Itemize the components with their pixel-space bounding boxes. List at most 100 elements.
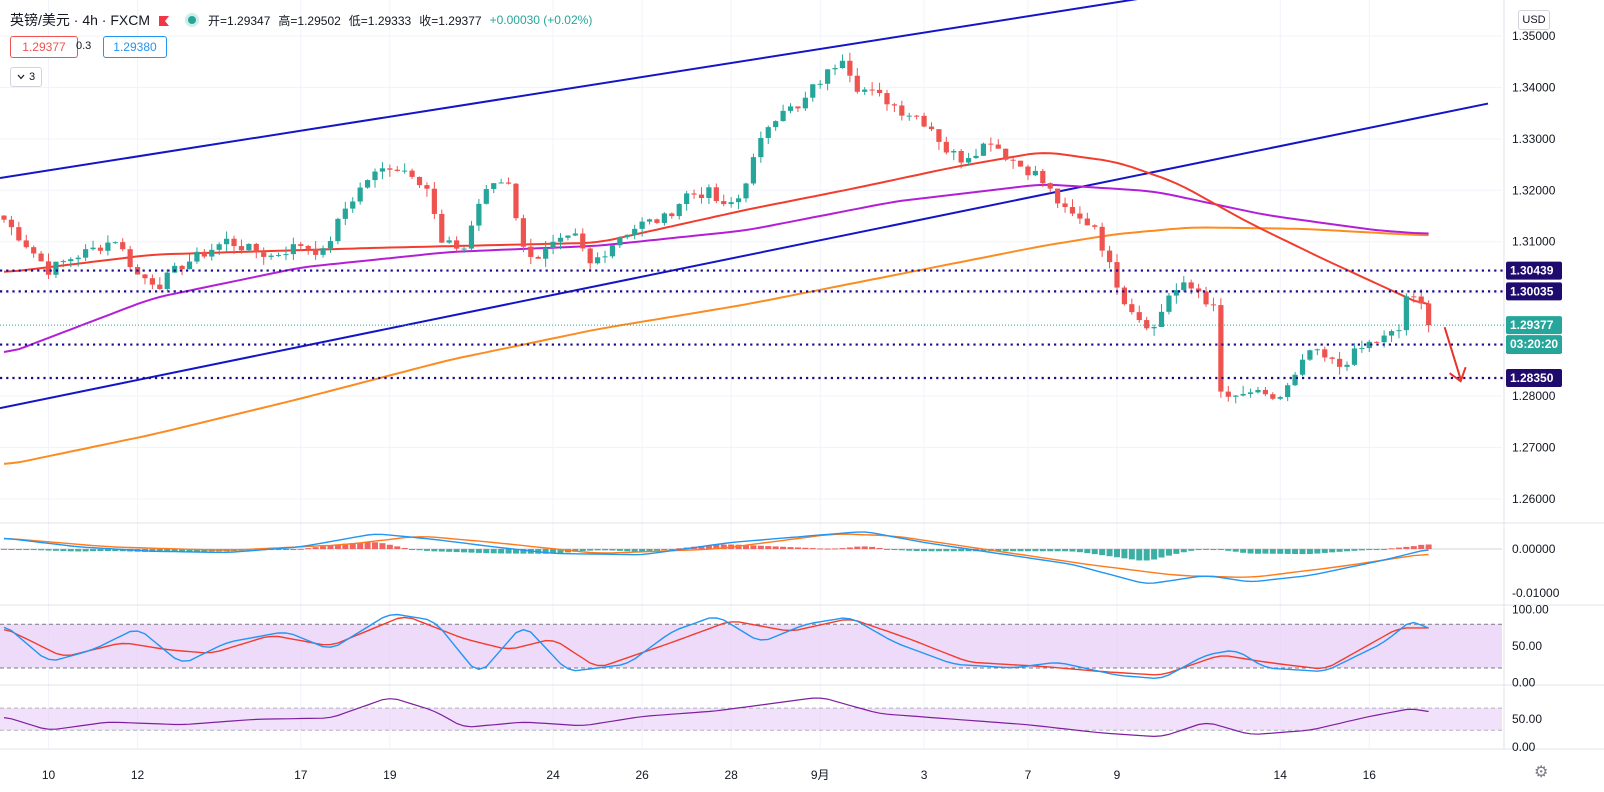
- candle-up: [676, 204, 682, 217]
- candle-up: [735, 198, 742, 203]
- time-axis-tick: 12: [131, 768, 145, 782]
- candle-down: [1218, 305, 1224, 392]
- candle-up: [75, 257, 81, 260]
- candle-up: [765, 127, 771, 138]
- candle-up: [595, 257, 601, 264]
- candle-up: [1292, 374, 1298, 386]
- candle-down: [1129, 304, 1135, 313]
- stochastic-axis-tick: 100.00: [1512, 603, 1549, 617]
- candle-up: [550, 241, 556, 248]
- macd-histogram-bar: [1128, 549, 1135, 560]
- candle-down: [914, 115, 920, 117]
- candle-down: [899, 105, 905, 116]
- candle-down: [1040, 170, 1046, 184]
- candle-up: [186, 261, 193, 270]
- gear-icon[interactable]: ⚙: [1534, 764, 1549, 781]
- macd-histogram-bar: [1395, 547, 1402, 550]
- macd-histogram-bar: [1299, 549, 1306, 555]
- macd-histogram-bar: [743, 545, 749, 550]
- macd-histogram-bar: [1277, 549, 1284, 554]
- candle-up: [1247, 392, 1254, 394]
- macd-histogram-bar: [290, 549, 297, 551]
- candle-down: [928, 126, 935, 130]
- candle-up: [172, 265, 178, 273]
- macd-histogram-bar: [327, 545, 334, 550]
- macd-histogram-bar: [1, 548, 7, 550]
- macd-histogram-bar: [1381, 548, 1388, 550]
- macd-histogram-bar: [1366, 549, 1373, 551]
- macd-histogram-bar: [45, 549, 52, 551]
- macd-histogram-bar: [787, 547, 794, 550]
- macd-histogram-bar: [698, 546, 705, 550]
- candle-up: [209, 249, 215, 257]
- macd-histogram-bar: [1388, 548, 1395, 550]
- macd-histogram-bar: [82, 549, 89, 552]
- candle-down: [528, 246, 534, 257]
- candle-down: [520, 218, 526, 247]
- macd-histogram-bar: [1321, 549, 1328, 553]
- candle-down: [587, 248, 593, 264]
- time-axis-tick: 3: [921, 768, 928, 782]
- macd-histogram-bar: [846, 547, 853, 550]
- candle-up: [684, 193, 690, 205]
- macd-histogram-bar: [802, 547, 809, 550]
- candle-down: [691, 193, 697, 195]
- candle-up: [105, 242, 111, 251]
- candle-up: [810, 84, 816, 98]
- macd-histogram-bar: [1329, 549, 1336, 553]
- candle-up: [342, 208, 348, 219]
- macd-histogram-bar: [1358, 549, 1365, 551]
- macd-histogram-bar: [1418, 544, 1425, 550]
- macd-signal-line: [3, 533, 1429, 578]
- candle-down: [713, 187, 719, 202]
- macd-histogram-bar: [394, 546, 401, 550]
- red-flag-icon[interactable]: [158, 14, 170, 26]
- macd-histogram-bar: [824, 548, 831, 550]
- macd-histogram-bar: [609, 549, 616, 551]
- candle-down: [97, 247, 104, 251]
- candle-up: [1344, 364, 1350, 367]
- ohlc-close: 收=1.29377: [419, 13, 482, 28]
- macd-histogram-bar: [557, 549, 564, 554]
- currency-button[interactable]: USD: [1518, 10, 1550, 30]
- macd-histogram-bar: [297, 548, 304, 550]
- time-axis-tick: 17: [294, 768, 308, 782]
- macd-histogram-bar: [1403, 546, 1410, 550]
- candle-up: [1366, 341, 1372, 349]
- macd-histogram-bar: [334, 544, 341, 550]
- candle-down: [454, 240, 460, 249]
- level-price-label-bg: [1506, 369, 1562, 387]
- macd-histogram-bar: [1091, 549, 1098, 555]
- macd-histogram-bar: [1314, 549, 1321, 554]
- macd-histogram-bar: [1210, 549, 1217, 551]
- macd-histogram-bar: [520, 549, 527, 554]
- candle-up: [290, 244, 296, 255]
- candle-up: [617, 237, 623, 246]
- sell-price-button[interactable]: 1.29377: [10, 36, 78, 58]
- time-axis-tick: 7: [1025, 768, 1032, 782]
- symbol-title[interactable]: 英镑/美元 · 4h · FXCM: [10, 12, 151, 28]
- level-price-label-bg: [1506, 282, 1562, 301]
- macd-histogram-bar: [854, 546, 861, 550]
- last-price-label-bg: [1506, 316, 1562, 335]
- macd-histogram-bar: [1344, 549, 1351, 552]
- candle-down: [988, 143, 994, 145]
- candle-up: [980, 143, 987, 156]
- buy-price-button[interactable]: 1.29380: [103, 36, 167, 58]
- chevron-down-icon: [17, 74, 25, 80]
- candle-down: [1047, 183, 1053, 189]
- countdown-label-bg: [1506, 335, 1562, 354]
- macd-histogram-bar: [1158, 549, 1165, 558]
- macd-histogram-bar: [453, 549, 460, 553]
- level-price-label: 1.28350: [1510, 371, 1554, 385]
- macd-histogram-bar: [1062, 549, 1069, 552]
- candle-down: [921, 115, 927, 127]
- time-axis-tick: 16: [1363, 768, 1377, 782]
- indicators-collapse-button[interactable]: 3: [10, 67, 42, 87]
- time-axis-tick: 28: [724, 768, 738, 782]
- time-axis-tick: 24: [546, 768, 560, 782]
- candle-down: [847, 60, 853, 76]
- stochastic-axis-tick: 50.00: [1512, 639, 1542, 653]
- macd-histogram-bar: [794, 547, 801, 550]
